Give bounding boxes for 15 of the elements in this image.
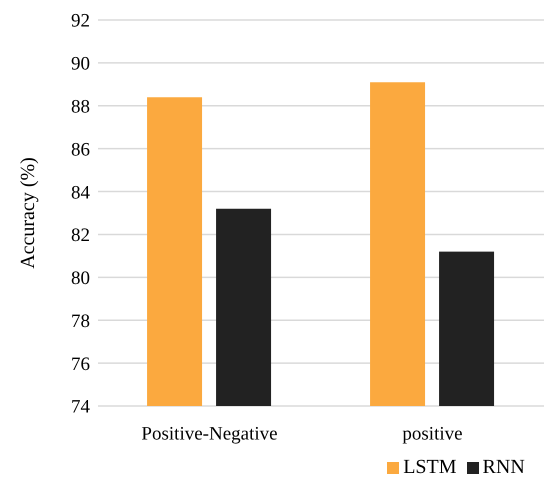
legend-label: RNN	[482, 456, 525, 478]
y-tick-label: 86	[71, 139, 90, 160]
y-tick-label: 80	[71, 268, 90, 290]
x-tick-label: positive	[402, 423, 463, 444]
y-tick-label: 74	[71, 396, 90, 418]
y-tick-label: 88	[71, 96, 90, 118]
y-tick-label: 82	[71, 225, 90, 246]
y-tick-label: 76	[71, 354, 90, 375]
y-tick-label: 78	[71, 310, 90, 332]
y-tick-label: 90	[71, 54, 90, 75]
legend-label: LSTM	[403, 456, 457, 478]
y-tick-label: 84	[71, 182, 90, 204]
y-tick-label: 92	[71, 10, 90, 32]
y-axis-title: Accuracy (%)	[17, 157, 40, 269]
x-tick-label: Positive-Negative	[141, 423, 278, 444]
